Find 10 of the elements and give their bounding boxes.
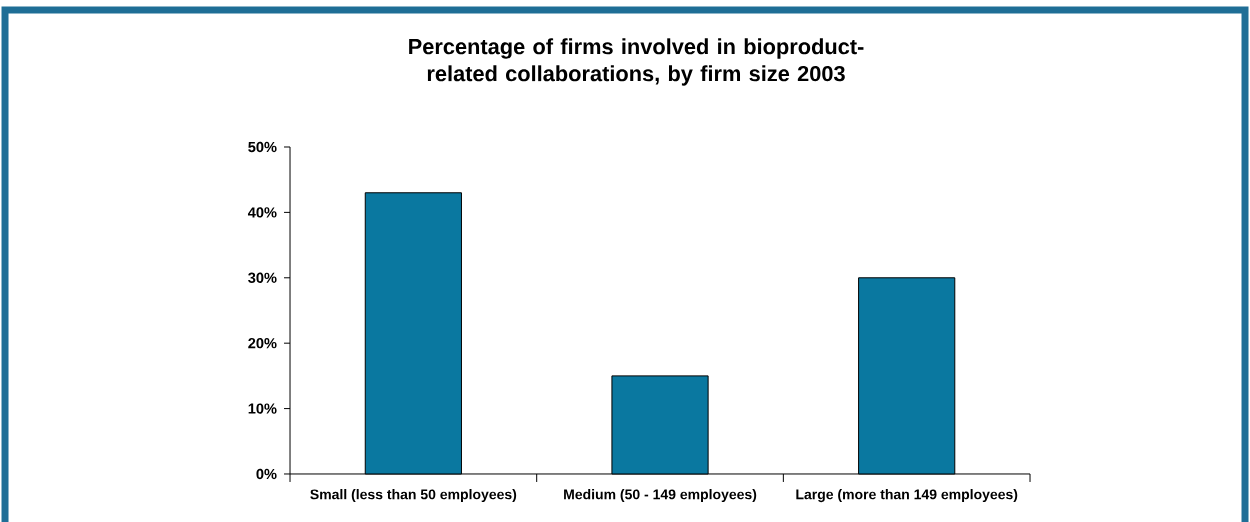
chart-title: Percentage of firms involved in bioproduct-related collaborations, by firm size 2003 <box>409 38 864 86</box>
y-tick-label: 10% <box>248 403 277 414</box>
y-tick-label: 50% <box>248 141 277 153</box>
y-tick-label: 20% <box>248 338 277 349</box>
x-tick-label: Small (less than 50 employees) <box>310 489 517 503</box>
y-tick-label: 40% <box>247 207 277 218</box>
x-tick-label: Medium (50 - 149 employees) <box>564 489 757 503</box>
y-tick-label: 30% <box>248 272 277 283</box>
y-tick-label: 0% <box>256 468 277 480</box>
x-tick-label: Large (more than 149 employees) <box>796 489 1018 503</box>
